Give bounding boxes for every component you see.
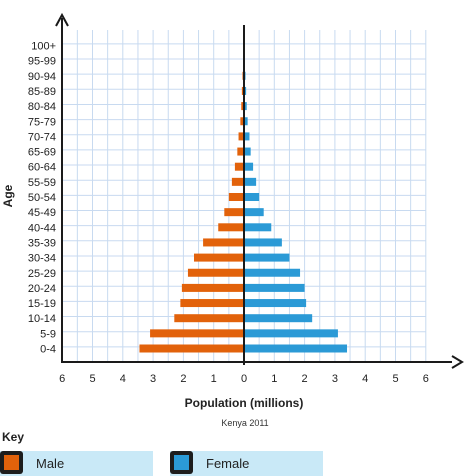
y-tick-label: 15-19 — [28, 298, 56, 310]
y-tick-label: 70-74 — [28, 131, 56, 143]
y-tick-label: 40-44 — [28, 222, 56, 234]
bar-female-50-54 — [244, 193, 260, 201]
x-tick-label: 3 — [332, 373, 338, 385]
legend-label-male: Male — [36, 456, 65, 471]
x-tick-label: 0 — [241, 373, 247, 385]
bar-female-0-4 — [244, 344, 348, 353]
male-swatch — [0, 451, 23, 474]
y-tick-label: 0-4 — [40, 344, 56, 356]
x-tick-label: 6 — [59, 373, 65, 385]
key-title: Key — [2, 430, 25, 444]
bar-female-25-29 — [244, 268, 301, 277]
bar-female-45-49 — [244, 208, 264, 217]
male-swatch-fill — [4, 455, 19, 470]
bar-male-50-54 — [228, 193, 244, 201]
female-swatch-fill — [174, 455, 189, 470]
bar-male-60-64 — [234, 162, 244, 171]
x-tick-label: 4 — [120, 373, 126, 385]
chart-caption: Kenya 2011 — [221, 418, 269, 428]
bar-male-30-34 — [194, 253, 244, 262]
bar-female-85-89 — [244, 86, 247, 95]
x-axis-title: Population (millions) — [185, 396, 304, 410]
bar-female-5-9 — [244, 329, 338, 338]
bar-male-80-84 — [241, 102, 244, 111]
y-tick-labels: 0-4 5-9 10-14 15-19 20-24 25-29 30-34 35-39 40-4… — [28, 41, 56, 356]
bar-male-40-44 — [218, 223, 244, 232]
bar-male-15-19 — [180, 299, 244, 308]
bar-female-15-19 — [244, 299, 307, 308]
x-tick-label: 1 — [211, 373, 217, 385]
y-tick-label: 85-89 — [28, 86, 56, 98]
y-tick-label: 30-34 — [28, 253, 56, 265]
bar-male-75-79 — [240, 117, 244, 126]
x-tick-labels: 6 5 4 3 2 1 0 1 2 3 4 5 6 — [59, 373, 429, 385]
y-tick-label: 90-94 — [28, 71, 56, 83]
bar-female-75-79 — [244, 117, 248, 126]
y-tick-label: 100+ — [31, 41, 56, 53]
bar-male-85-89 — [241, 86, 244, 95]
y-tick-label: 10-14 — [28, 313, 56, 325]
x-tick-label: 6 — [423, 373, 429, 385]
bar-male-0-4 — [139, 344, 244, 353]
bar-male-70-74 — [238, 132, 244, 141]
bar-female-80-84 — [244, 102, 247, 111]
bar-female-60-64 — [244, 162, 254, 171]
bar-male-35-39 — [203, 238, 244, 247]
bar-male-65-69 — [237, 147, 244, 156]
x-axis-arrow — [451, 355, 464, 369]
bar-male-25-29 — [187, 268, 244, 277]
bar-male-10-14 — [174, 314, 244, 323]
bar-female-40-44 — [244, 223, 272, 232]
x-tick-label: 1 — [271, 373, 277, 385]
legend-item-female: Female — [170, 451, 323, 476]
bar-female-35-39 — [244, 238, 282, 247]
y-tick-label: 75-79 — [28, 116, 56, 128]
legend-item-male: Male — [0, 451, 153, 476]
axes — [55, 12, 464, 369]
y-tick-label: 5-9 — [40, 328, 56, 340]
bar-female-10-14 — [244, 314, 313, 323]
bar-male-5-9 — [150, 329, 244, 338]
legend-label-female: Female — [206, 456, 250, 471]
bar-female-30-34 — [244, 253, 290, 262]
bar-female-20-24 — [244, 283, 305, 292]
y-tick-label: 80-84 — [28, 101, 56, 113]
y-tick-label: 45-49 — [28, 207, 56, 219]
bar-female-65-69 — [244, 147, 251, 156]
y-tick-label: 95-99 — [28, 56, 56, 68]
bar-female-55-59 — [244, 177, 257, 186]
bar-male-20-24 — [181, 283, 244, 292]
y-tick-label: 50-54 — [28, 192, 56, 204]
x-tick-label: 2 — [302, 373, 308, 385]
x-tick-label: 2 — [180, 373, 186, 385]
bar-male-45-49 — [224, 208, 244, 217]
x-tick-label: 5 — [392, 373, 398, 385]
y-axis-arrow — [55, 12, 69, 27]
female-swatch — [170, 451, 193, 474]
y-tick-label: 55-59 — [28, 177, 56, 189]
y-tick-label: 25-29 — [28, 268, 56, 280]
bar-female-70-74 — [244, 132, 250, 141]
y-tick-label: 65-69 — [28, 147, 56, 159]
y-tick-label: 35-39 — [28, 237, 56, 249]
x-tick-label: 5 — [89, 373, 95, 385]
x-tick-label: 4 — [362, 373, 368, 385]
y-tick-label: 20-24 — [28, 283, 56, 295]
y-axis-title: Age — [1, 184, 15, 207]
bar-male-55-59 — [231, 177, 244, 186]
x-tick-label: 3 — [150, 373, 156, 385]
y-tick-label: 60-64 — [28, 162, 56, 174]
